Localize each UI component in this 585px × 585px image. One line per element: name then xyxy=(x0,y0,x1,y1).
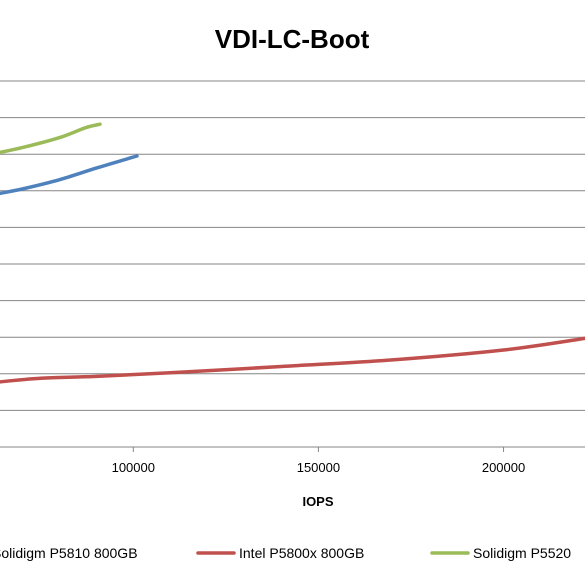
series-line-solidigm-p5810-800gb xyxy=(0,154,139,196)
legend-label: Solidigm P5810 800GB xyxy=(0,545,138,561)
legend-label: Intel P5800x 800GB xyxy=(239,545,364,561)
series-line-intel-p5800x-800gb xyxy=(0,336,585,384)
legend-label: Solidigm P5520 xyxy=(473,545,571,561)
x-axis-title: IOPS xyxy=(302,494,333,509)
x-tick-label: 200000 xyxy=(482,460,525,475)
chart-title: VDI-LC-Boot xyxy=(215,24,370,54)
x-tick-label: 100000 xyxy=(112,460,155,475)
x-tick-label: 150000 xyxy=(297,460,340,475)
series-line-solidigm-p5520 xyxy=(0,122,102,155)
